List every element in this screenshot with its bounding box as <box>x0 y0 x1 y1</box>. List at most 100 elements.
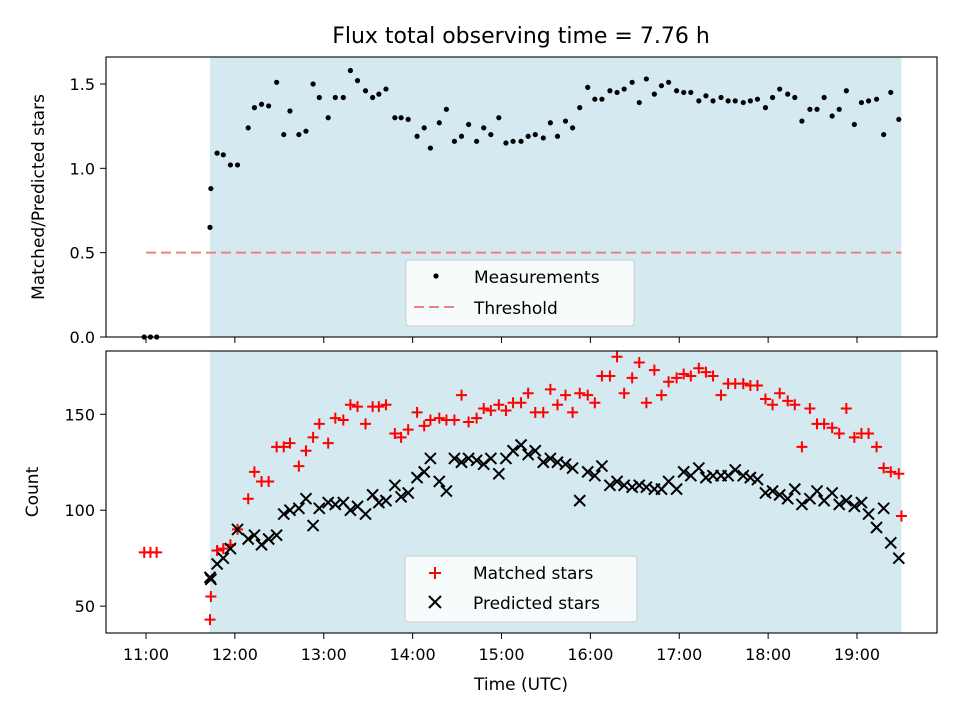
predicted-stars-point <box>366 488 379 502</box>
matched-stars-point <box>411 406 423 418</box>
predicted-stars-point <box>306 519 320 532</box>
matched-stars-point <box>737 378 749 390</box>
matched-stars-point <box>493 399 505 411</box>
measurements-point <box>274 79 280 85</box>
predicted-stars-point <box>470 454 483 467</box>
predicted-stars-point <box>566 461 579 475</box>
matched-stars-point <box>544 383 556 395</box>
measurements-point <box>807 106 813 112</box>
measurements-point <box>525 133 531 139</box>
measurements-point <box>436 120 442 126</box>
measurements-point <box>234 162 241 168</box>
measurements-point <box>481 125 487 131</box>
matched-stars-point <box>500 404 512 416</box>
top-y-tick-label: 0.5 <box>70 244 95 263</box>
legend-measurements-label: Measurements <box>474 268 600 288</box>
matched-stars-point <box>418 420 430 432</box>
predicted-stars-point <box>455 456 468 469</box>
predicted-stars-point <box>401 486 415 500</box>
matched-stars-point <box>774 387 786 399</box>
measurements-point <box>383 86 389 92</box>
matched-stars-point <box>284 437 296 449</box>
measurements-point <box>732 98 738 104</box>
predicted-stars-point <box>231 523 244 536</box>
bottom-y-axis-label: Count <box>23 466 43 517</box>
measurements-point <box>281 131 287 138</box>
measurements-point <box>458 133 465 139</box>
matched-stars-point <box>582 389 594 401</box>
matched-stars-point <box>804 403 816 415</box>
measurements-point <box>769 94 776 101</box>
measurements-point <box>651 91 657 97</box>
predicted-stars-point <box>892 551 905 565</box>
matched-stars-point <box>360 418 372 430</box>
top-y-axis-label: Matched/Predicted stars <box>29 94 49 300</box>
predicted-stars-point <box>514 438 528 452</box>
measurements-point <box>888 89 894 96</box>
predicted-stars-point <box>559 457 572 471</box>
predicted-stars-point <box>677 465 690 479</box>
predicted-stars-point <box>262 532 275 546</box>
measurements-point <box>532 131 538 138</box>
matched-stars-point <box>263 475 275 487</box>
bottom-y-axis: 50 100 150 <box>64 405 106 616</box>
matched-stars-point <box>424 414 436 426</box>
matched-stars-point <box>211 545 223 557</box>
predicted-stars-point <box>292 502 306 515</box>
measurements-point <box>696 98 702 104</box>
top-legend: Measurements Threshold <box>405 259 635 327</box>
measurements-point <box>858 99 865 106</box>
predicted-stars-point <box>372 496 386 509</box>
matched-stars-point <box>648 364 660 376</box>
matched-stars-point <box>456 389 468 401</box>
predicted-stars-point <box>795 498 809 511</box>
measurements-point <box>851 121 857 128</box>
measurements-point <box>725 98 731 104</box>
matched-stars-point <box>313 418 325 430</box>
matched-stars-point <box>751 380 763 392</box>
measurements-point <box>208 185 214 192</box>
matched-stars-point <box>478 403 490 415</box>
matched-stars-point <box>840 403 852 415</box>
predicted-stars-point <box>729 463 742 477</box>
matched-stars-point <box>796 441 808 453</box>
measurements-point <box>414 133 420 139</box>
matched-stars-point <box>715 389 727 401</box>
bottom-x-tick-label: 13:00 <box>301 645 347 664</box>
measurements-point <box>214 150 220 156</box>
x-axis-label: Time (UTC) <box>473 675 568 695</box>
matched-stars-point <box>633 357 645 369</box>
measurements-point <box>362 88 369 94</box>
top-markers <box>141 67 902 340</box>
bottom-y-tick-label: 150 <box>64 405 95 424</box>
predicted-stars-point <box>241 532 255 546</box>
matched-stars-point <box>389 427 401 439</box>
bottom-x-tick-label: 15:00 <box>478 645 524 664</box>
measurements-point <box>585 84 591 90</box>
bottom-x-tick-label: 16:00 <box>567 645 613 664</box>
measurements-point <box>665 79 672 85</box>
predicted-stars-point <box>581 465 594 479</box>
matched-stars-point <box>589 397 601 409</box>
measurements-point <box>865 98 872 104</box>
measurements-point <box>829 113 835 119</box>
predicted-stars-point <box>537 456 550 469</box>
measurements-point <box>220 152 226 158</box>
bottom-x-tick-label: 19:00 <box>834 645 880 664</box>
measurements-point <box>370 94 376 101</box>
matched-stars-point <box>611 351 623 363</box>
measurements-point <box>747 98 753 104</box>
measurements-point <box>258 101 265 107</box>
predicted-stars-point <box>529 444 542 457</box>
matched-stars-point <box>663 376 675 388</box>
matched-stars-point <box>818 418 830 430</box>
predicted-stars-point <box>670 482 683 496</box>
measurements-point <box>547 120 553 126</box>
measurements-point <box>427 145 434 151</box>
predicted-stars-point <box>884 536 897 550</box>
matched-stars-point <box>344 399 356 411</box>
matched-stars-point <box>618 387 630 399</box>
predicted-stars-point <box>448 452 461 465</box>
bottom-y-tick-label: 50 <box>75 597 95 616</box>
